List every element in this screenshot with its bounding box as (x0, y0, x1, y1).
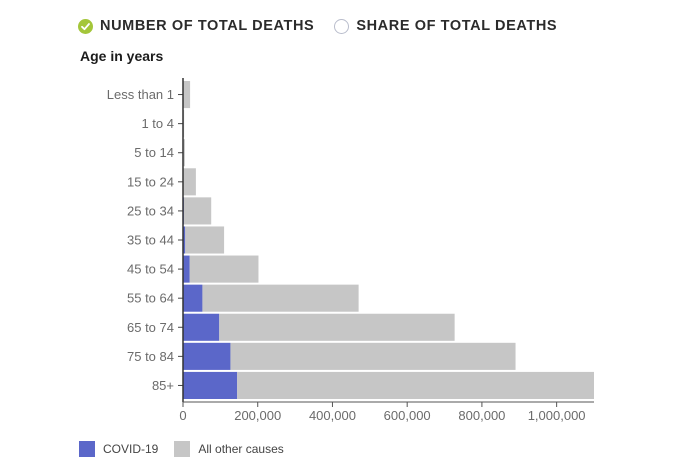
x-tick-label: 400,000 (309, 408, 356, 423)
y-tick-label: 1 to 4 (141, 116, 174, 131)
bar-covid-7 (183, 284, 203, 312)
y-tick-label: 65 to 74 (127, 320, 174, 335)
bar-other-6 (189, 255, 259, 283)
x-tick-label: 200,000 (234, 408, 281, 423)
bar-covid-6 (183, 255, 190, 283)
legend-label: All other causes (198, 442, 284, 456)
bar-other-2 (183, 139, 185, 167)
y-tick-label: 45 to 54 (127, 262, 174, 277)
bar-covid-10 (183, 371, 238, 399)
legend-swatch-other-causes (174, 441, 191, 457)
bar-other-4 (183, 197, 212, 225)
x-tick-label: 600,000 (384, 408, 431, 423)
legend-label: COVID-19 (103, 442, 159, 456)
bar-other-8 (219, 313, 455, 341)
radio-selected-icon (78, 18, 93, 34)
chart-view-toggle: NUMBER OF TOTAL DEATHS SHARE OF TOTAL DE… (78, 18, 577, 34)
bar-other-3 (183, 168, 196, 196)
x-tick-label: 1,000,000 (528, 408, 586, 423)
y-tick-label: 25 to 34 (127, 203, 174, 218)
legend-swatch-covid (79, 441, 95, 457)
bar-covid-9 (183, 342, 231, 370)
bar-other-9 (230, 342, 516, 370)
y-tick-label: 55 to 64 (127, 291, 174, 306)
bar-other-0 (183, 81, 191, 109)
x-tick-label: 800,000 (458, 408, 505, 423)
toggle-number-of-total-deaths[interactable]: NUMBER OF TOTAL DEATHS (78, 18, 314, 34)
toggle-label: NUMBER OF TOTAL DEATHS (100, 18, 315, 34)
toggle-share-of-total-deaths[interactable]: SHARE OF TOTAL DEATHS (334, 18, 557, 34)
x-tick-label: 0 (179, 408, 186, 423)
bar-covid-8 (183, 313, 220, 341)
bar-other-5 (185, 226, 225, 254)
bar-other-10 (237, 371, 594, 399)
bar-other-7 (202, 284, 359, 312)
chart-legend: COVID-19 All other causes (79, 441, 300, 457)
bar-covid-5 (183, 226, 186, 254)
y-tick-label: 75 to 84 (127, 349, 174, 364)
y-tick-label: 85+ (152, 378, 174, 393)
radio-unselected-icon (334, 18, 350, 34)
legend-item-covid: COVID-19 (79, 441, 158, 457)
y-tick-label: 15 to 24 (127, 174, 174, 189)
y-tick-label: 35 to 44 (127, 233, 174, 248)
y-axis-title: Age in years (80, 48, 164, 64)
toggle-label: SHARE OF TOTAL DEATHS (356, 18, 558, 34)
y-tick-label: Less than 1 (107, 87, 174, 102)
legend-item-other-causes: All other causes (174, 441, 284, 457)
y-tick-label: 5 to 14 (134, 145, 174, 160)
